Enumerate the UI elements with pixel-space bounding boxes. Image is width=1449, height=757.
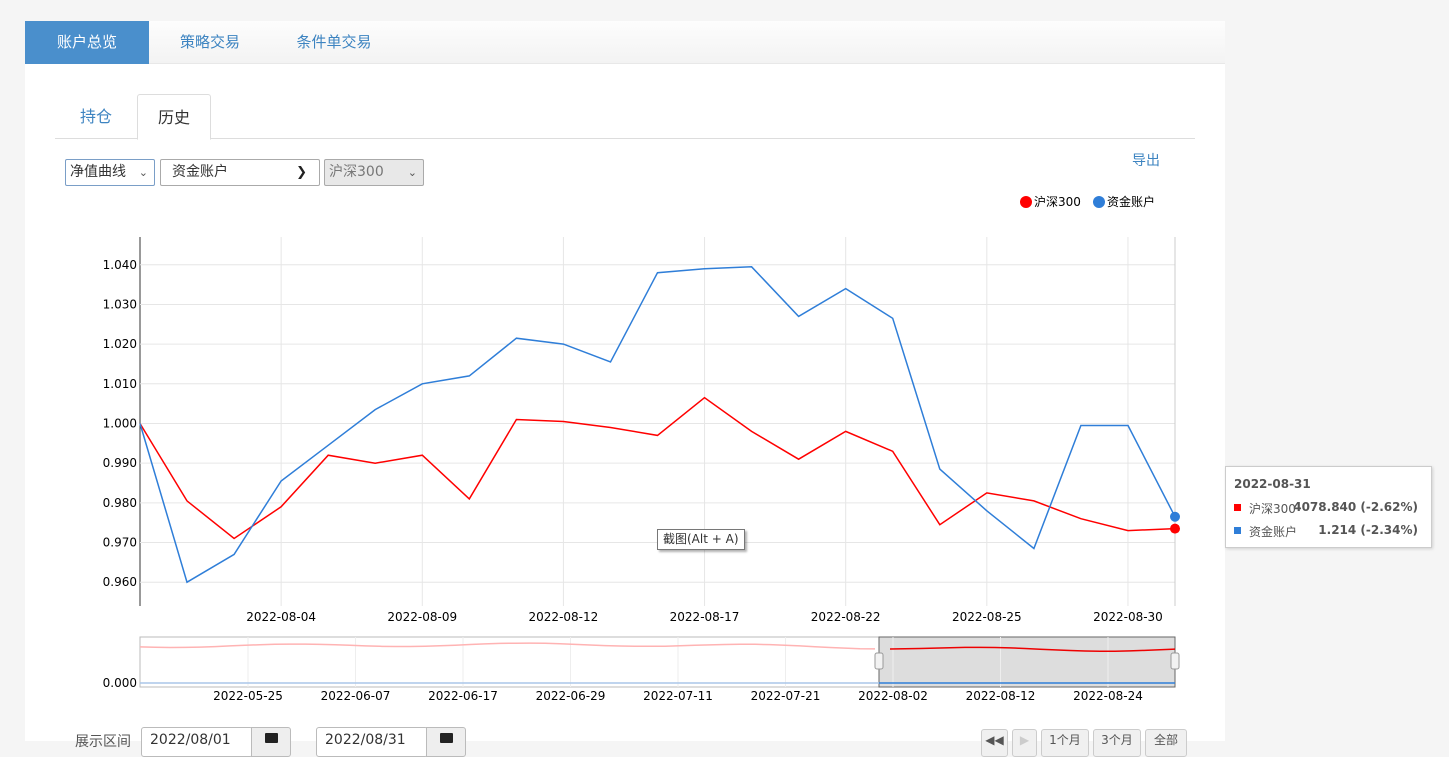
nav-chart[interactable]: 1.040 1.030 1.020 1.010 1.000 0.990 0.980 0.970… — [0, 0, 1449, 741]
navigator-x-label: 2022-07-11 — [643, 689, 713, 703]
benchmark-value: 沪深300 — [329, 164, 384, 180]
x-tick-label: 2022-08-17 — [670, 610, 740, 624]
hover-marker — [1170, 523, 1180, 534]
calendar-icon — [265, 733, 278, 743]
navigator-handle[interactable] — [1170, 652, 1180, 670]
account-value: 资金账户 — [172, 164, 228, 180]
series-line-benchmark — [139, 396, 1176, 540]
right-arrow-icon: ▶ — [1019, 733, 1030, 747]
legend-label: 沪深300 — [1034, 195, 1081, 209]
screenshot-tooltip: 截图(Alt + A) — [657, 529, 745, 550]
zoom-3m-button[interactable]: 3个月 — [1093, 729, 1141, 757]
legend-dot-icon — [1020, 196, 1032, 208]
navigator-y-label: 0.000 — [103, 676, 137, 690]
start-calendar-button[interactable] — [251, 727, 291, 757]
series-marker-icon — [1234, 504, 1241, 511]
chart-tooltip: 2022-08-31 沪深300 4078.840 (-2.62%) 资金账户 … — [1225, 466, 1432, 548]
navigator-x-label: 2022-06-17 — [428, 689, 498, 703]
double-left-arrow-icon: ◀◀ — [985, 733, 1004, 747]
calendar-icon — [440, 733, 453, 743]
legend-item-benchmark[interactable]: 沪深300 — [1020, 193, 1081, 210]
first-page-button[interactable]: ◀◀ — [981, 729, 1008, 757]
x-tick-label: 2022-08-09 — [387, 610, 457, 624]
y-tick-label: 0.990 — [103, 456, 137, 470]
tooltip-row-account: 资金账户 1.214 (-2.34%) — [1234, 523, 1424, 539]
x-tick-label: 2022-08-04 — [246, 610, 316, 624]
top-tab-bar: 账户总览 策略交易 条件单交易 — [25, 21, 1225, 64]
next-page-button[interactable]: ▶ — [1012, 729, 1037, 757]
navigator-x-label: 2022-05-25 — [213, 689, 283, 703]
legend-item-account[interactable]: 资金账户 — [1093, 193, 1155, 210]
end-calendar-button[interactable] — [426, 727, 466, 757]
zoom-all-button[interactable]: 全部 — [1145, 729, 1187, 757]
tab-strategy-trading[interactable]: 策略交易 — [179, 33, 240, 51]
sub-tab-bar: 持仓 历史 — [55, 94, 1195, 140]
chevron-down-icon: ❯ — [296, 165, 307, 180]
navigator-x-label: 2022-06-29 — [536, 689, 606, 703]
tab-account-overview[interactable]: 账户总览 — [25, 21, 149, 64]
chart-type-value: 净值曲线 — [70, 164, 126, 180]
y-tick-label: 0.970 — [103, 536, 137, 550]
navigator-x-label: 2022-08-24 — [1073, 689, 1143, 703]
navigator-x-label: 2022-06-07 — [321, 689, 391, 703]
export-link[interactable]: 导出 — [1132, 153, 1160, 169]
range-label: 展示区间 — [75, 734, 131, 750]
chevron-down-icon: ⌄ — [407, 166, 417, 179]
tooltip-date: 2022-08-31 — [1234, 477, 1311, 491]
y-tick-label: 0.980 — [103, 496, 137, 510]
x-tick-label: 2022-08-12 — [529, 610, 599, 624]
y-tick-label: 1.030 — [103, 297, 137, 311]
benchmark-select[interactable]: 沪深300 ⌄ — [324, 159, 424, 186]
navigator-series-benchmark — [139, 642, 876, 650]
navigator-handle[interactable] — [874, 652, 884, 670]
navigator-x-label: 2022-08-02 — [858, 689, 928, 703]
tab-positions[interactable]: 持仓 — [79, 107, 112, 126]
main-panel: 账户总览 策略交易 条件单交易 持仓 历史 — [25, 21, 1225, 741]
tooltip-series-name: 沪深300 — [1249, 502, 1296, 516]
account-select[interactable]: 资金账户 ❯ — [160, 159, 320, 186]
x-tick-label: 2022-08-22 — [811, 610, 881, 624]
tooltip-series-value: 1.214 (-2.34%) — [1318, 523, 1418, 537]
navigator-x-label: 2022-08-12 — [966, 689, 1036, 703]
hover-marker — [1170, 511, 1180, 522]
x-tick-label: 2022-08-30 — [1093, 610, 1163, 624]
tab-history[interactable]: 历史 — [137, 94, 211, 140]
y-tick-label: 1.020 — [103, 337, 137, 351]
x-tick-label: 2022-08-25 — [952, 610, 1022, 624]
y-tick-label: 1.040 — [103, 258, 137, 272]
chart-type-select[interactable]: 净值曲线 ⌄ — [65, 159, 155, 186]
end-date-input[interactable]: 2022/08/31 — [316, 727, 428, 757]
tab-conditional-order[interactable]: 条件单交易 — [296, 33, 372, 51]
y-tick-label: 1.010 — [103, 377, 137, 391]
y-tick-label: 0.960 — [103, 575, 137, 589]
tooltip-series-value: 4078.840 (-2.62%) — [1293, 500, 1418, 514]
zoom-1m-button[interactable]: 1个月 — [1041, 729, 1089, 757]
tooltip-series-name: 资金账户 — [1249, 525, 1298, 539]
navigator-selection — [878, 636, 1176, 688]
navigator-x-label: 2022-07-21 — [751, 689, 821, 703]
start-date-input[interactable]: 2022/08/01 — [141, 727, 253, 757]
legend-dot-icon — [1093, 196, 1105, 208]
chevron-down-icon: ⌄ — [138, 166, 148, 179]
series-marker-icon — [1234, 527, 1241, 534]
y-tick-label: 1.000 — [103, 416, 137, 430]
series-line-account — [139, 266, 1176, 584]
tooltip-row-benchmark: 沪深300 4078.840 (-2.62%) — [1234, 500, 1424, 516]
legend-label: 资金账户 — [1107, 195, 1156, 209]
navigator-series-benchmark — [889, 646, 1176, 652]
